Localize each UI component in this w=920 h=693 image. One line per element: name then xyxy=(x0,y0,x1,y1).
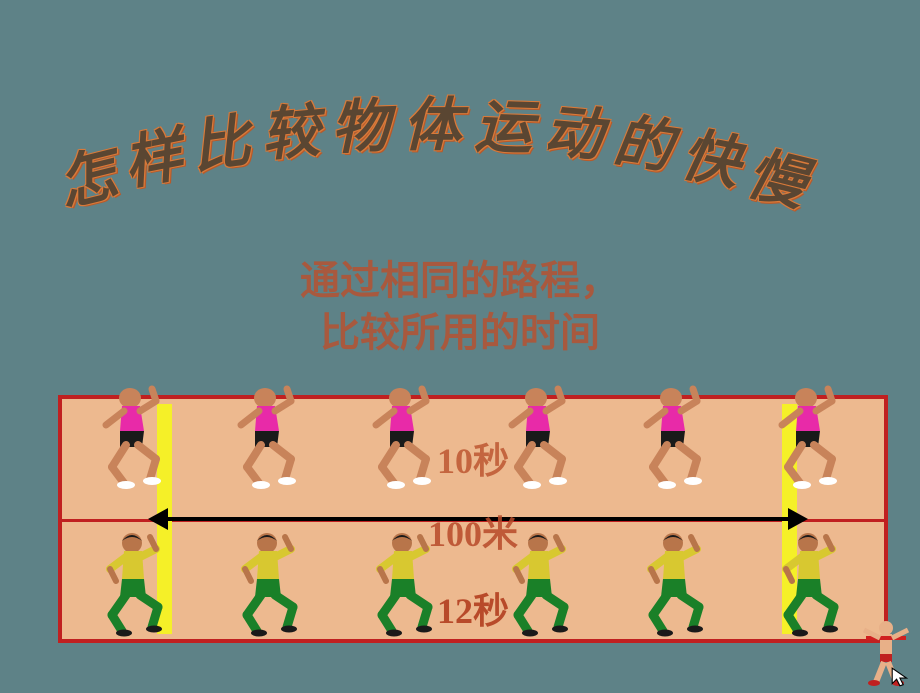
title-char: 较 xyxy=(257,84,322,173)
title-char: 体 xyxy=(403,78,461,162)
track: 10秒 100米 12秒 xyxy=(58,395,888,643)
title-arc: 怎样比较物体运动的快慢 xyxy=(0,60,920,230)
title-char: 动 xyxy=(541,84,606,173)
title-char: 物 xyxy=(330,79,391,165)
runner-top xyxy=(225,381,315,491)
subtitle-line2: 比较所用的时间 xyxy=(0,307,920,359)
title-char: 慢 xyxy=(740,126,817,222)
runner-bottom xyxy=(631,527,721,637)
runner-bottom xyxy=(90,527,180,637)
label-time-top: 10秒 xyxy=(437,432,509,484)
title-char: 比 xyxy=(185,93,254,184)
runner-top xyxy=(766,381,856,491)
subtitle: 通过相同的路程， 比较所用的时间 xyxy=(0,255,920,359)
cursor-icon xyxy=(890,666,912,688)
runner-bottom xyxy=(225,527,315,637)
runner-bottom xyxy=(766,527,856,637)
label-distance: 100米 xyxy=(428,505,518,557)
title-char: 快 xyxy=(676,107,749,201)
label-time-bottom: 12秒 xyxy=(437,582,509,634)
runner-top xyxy=(90,381,180,491)
title-char: 运 xyxy=(474,79,535,165)
title-char: 样 xyxy=(116,107,189,201)
runner-top xyxy=(496,381,586,491)
title-char: 怎 xyxy=(48,126,125,222)
title-char: 的 xyxy=(609,93,678,184)
runner-top xyxy=(631,381,721,491)
subtitle-line1: 通过相同的路程， xyxy=(0,255,920,307)
